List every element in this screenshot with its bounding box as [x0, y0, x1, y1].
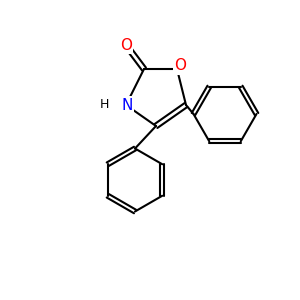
Text: O: O [120, 38, 132, 52]
Text: N: N [122, 98, 133, 112]
Text: H: H [100, 98, 109, 112]
Text: O: O [174, 58, 186, 74]
